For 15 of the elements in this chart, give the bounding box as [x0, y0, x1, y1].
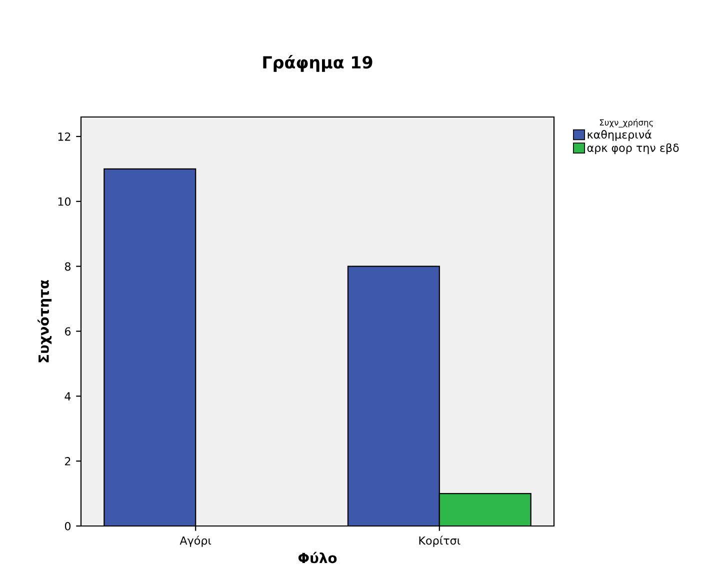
y-tick-label: 12: [58, 132, 70, 141]
y-axis-title: Συχνότητα: [38, 280, 52, 362]
y-tick-label: 4: [64, 392, 71, 400]
x-axis-title: Φύλο: [298, 552, 337, 564]
legend-title: Συχν_χρήσης: [600, 118, 653, 128]
legend-label: καθημερινά: [588, 130, 652, 141]
y-tick-label: 0: [64, 522, 71, 530]
x-tick-label: Κορίτσι: [419, 536, 460, 547]
legend-label: αρκ φορ την εβδ: [587, 143, 679, 154]
y-tick-label: 6: [64, 327, 71, 336]
chart-title: Γράφημα 19: [263, 55, 372, 72]
y-tick-label: 8: [64, 262, 71, 271]
y-tick-label: 10: [58, 197, 71, 206]
x-tick-label: Αγόρι: [180, 536, 212, 547]
y-tick-label: 2: [65, 457, 70, 466]
